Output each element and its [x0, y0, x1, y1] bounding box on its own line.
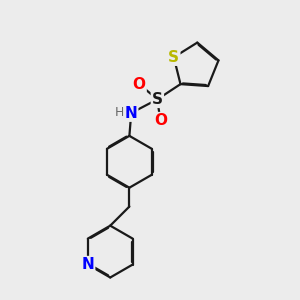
Text: N: N: [81, 257, 94, 272]
Text: S: S: [168, 50, 179, 65]
Text: S: S: [152, 92, 163, 107]
Text: H: H: [115, 106, 124, 119]
Text: O: O: [133, 76, 146, 92]
Text: N: N: [124, 106, 137, 121]
Text: O: O: [154, 113, 167, 128]
